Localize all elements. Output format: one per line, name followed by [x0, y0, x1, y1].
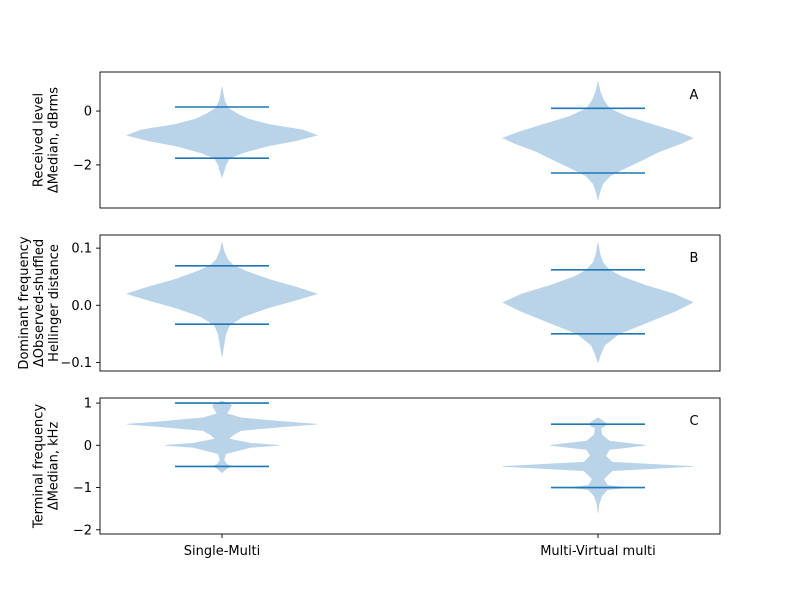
y-tick-label: −2	[73, 523, 92, 538]
violin-body	[126, 242, 318, 357]
violin-body	[502, 242, 694, 364]
panel-label: C	[689, 414, 698, 429]
axes-frame	[99, 234, 721, 372]
y-axis-label: ΔMedian, kHz	[47, 422, 62, 511]
y-tick-label: 0	[84, 105, 92, 120]
y-tick-label: −2	[73, 158, 92, 173]
y-tick-label: 1	[84, 397, 92, 412]
panel-a: −2 0 Received level ΔMedian, dBrms A	[32, 71, 721, 209]
y-tick-label: 0.0	[71, 299, 92, 314]
panel-c: −2 −1 0 1 Terminal frequency ΔMedian, kHz C Sin…	[32, 397, 721, 559]
y-tick-label: −0.1	[60, 356, 92, 371]
y-axis-label: Hellinger distance	[47, 244, 62, 362]
violin-body	[126, 86, 318, 178]
y-axis-label: Terminal frequency	[32, 404, 47, 530]
axes-frame	[99, 71, 721, 209]
violin-body	[502, 417, 694, 513]
y-axis-label: Received level	[32, 93, 47, 187]
y-axis-label: Dominant frequency	[17, 236, 32, 369]
x-tick-label: Single-Multi	[184, 544, 260, 559]
y-tick-label: 0.1	[71, 242, 92, 257]
panel-b: −0.1 0.0 0.1 Dominant frequency ΔObserved-sh…	[17, 234, 721, 372]
panel-label: B	[690, 251, 699, 266]
y-tick-label: 0	[84, 439, 92, 454]
violin-body	[126, 400, 318, 474]
y-axis-label: ΔObserved-shuffled	[32, 239, 47, 367]
violin-body	[502, 81, 694, 200]
y-tick-label: −1	[73, 481, 92, 496]
x-tick-label: Multi-Virtual multi	[540, 544, 656, 559]
y-axis-label: ΔMedian, dBrms	[47, 87, 62, 193]
axes-frame	[99, 397, 721, 535]
panel-label: A	[690, 88, 699, 103]
